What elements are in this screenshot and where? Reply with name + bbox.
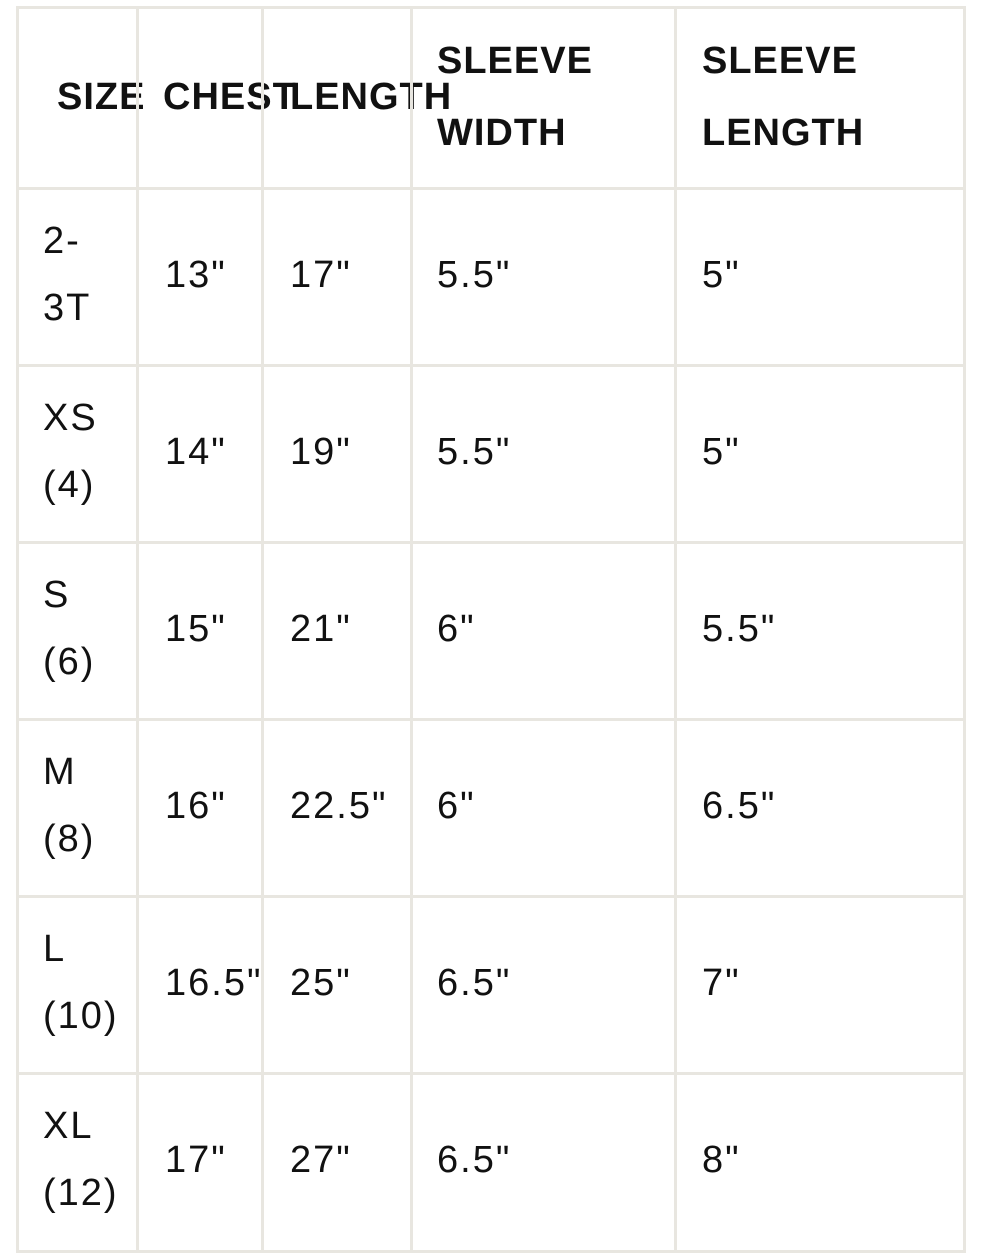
column-divider bbox=[261, 6, 264, 1253]
length-value: 22.5" bbox=[290, 785, 388, 827]
sleeve-width-value: 6.5" bbox=[437, 962, 512, 1004]
header-sleeve-width-line2: WIDTH bbox=[437, 112, 567, 154]
header-chest: CHEST bbox=[163, 76, 297, 118]
length-value: 17" bbox=[290, 254, 352, 296]
size-label: (8) bbox=[43, 818, 96, 860]
row-divider bbox=[16, 895, 966, 898]
row-divider bbox=[16, 1072, 966, 1075]
length-value: 21" bbox=[290, 608, 352, 650]
header-sleeve-width-line1: SLEEVE bbox=[437, 40, 593, 82]
header-sleeve-length-line1: SLEEVE bbox=[702, 40, 858, 82]
chest-value: 14" bbox=[165, 431, 227, 473]
sleeve-width-value: 6" bbox=[437, 608, 476, 650]
length-value: 27" bbox=[290, 1139, 352, 1181]
table-row: XL (12) 17" 27" 6.5" 8" bbox=[16, 1072, 966, 1249]
table-row: XS (4) 14" 19" 5.5" 5" bbox=[16, 364, 966, 541]
size-label: S bbox=[43, 574, 71, 616]
column-divider bbox=[963, 6, 966, 1253]
header-sleeve-length-line2: LENGTH bbox=[702, 112, 865, 154]
size-label: L bbox=[43, 928, 67, 970]
sleeve-length-value: 5" bbox=[702, 431, 741, 473]
row-divider bbox=[16, 187, 966, 190]
row-divider bbox=[16, 541, 966, 544]
header-size: SIZE bbox=[57, 76, 146, 118]
size-label: XL bbox=[43, 1105, 94, 1147]
size-label: 3T bbox=[43, 287, 92, 329]
sleeve-length-value: 5" bbox=[702, 254, 741, 296]
sleeve-length-value: 7" bbox=[702, 962, 741, 1004]
table-row: 2- 3T 13" 17" 5.5" 5" bbox=[16, 187, 966, 364]
sleeve-length-value: 8" bbox=[702, 1139, 741, 1181]
column-divider bbox=[136, 6, 139, 1253]
size-label: 2- bbox=[43, 220, 81, 262]
column-divider bbox=[674, 6, 677, 1253]
header-length: LENGTH bbox=[290, 76, 453, 118]
size-label: M bbox=[43, 751, 77, 793]
size-label: (12) bbox=[43, 1172, 119, 1214]
size-label: (6) bbox=[43, 641, 96, 683]
chest-value: 17" bbox=[165, 1139, 227, 1181]
chest-value: 13" bbox=[165, 254, 227, 296]
sleeve-length-value: 6.5" bbox=[702, 785, 777, 827]
sleeve-length-value: 5.5" bbox=[702, 608, 777, 650]
size-chart-table: SIZE CHEST LENGTH SLEEVE WIDTH SLEEVE LE… bbox=[16, 6, 966, 1253]
table-row: L (10) 16.5" 25" 6.5" 7" bbox=[16, 895, 966, 1072]
size-label: XS bbox=[43, 397, 98, 439]
sleeve-width-value: 5.5" bbox=[437, 431, 512, 473]
size-label: (10) bbox=[43, 995, 119, 1037]
row-divider bbox=[16, 718, 966, 721]
table-row: M (8) 16" 22.5" 6" 6.5" bbox=[16, 718, 966, 895]
sleeve-width-value: 5.5" bbox=[437, 254, 512, 296]
table-row: S (6) 15" 21" 6" 5.5" bbox=[16, 541, 966, 718]
chest-value: 15" bbox=[165, 608, 227, 650]
size-label: (4) bbox=[43, 464, 96, 506]
row-divider bbox=[16, 6, 966, 9]
length-value: 19" bbox=[290, 431, 352, 473]
column-divider bbox=[16, 6, 19, 1253]
row-divider bbox=[16, 364, 966, 367]
chest-value: 16" bbox=[165, 785, 227, 827]
sleeve-width-value: 6.5" bbox=[437, 1139, 512, 1181]
column-divider bbox=[410, 6, 413, 1253]
length-value: 25" bbox=[290, 962, 352, 1004]
chest-value: 16.5" bbox=[165, 962, 263, 1004]
sleeve-width-value: 6" bbox=[437, 785, 476, 827]
